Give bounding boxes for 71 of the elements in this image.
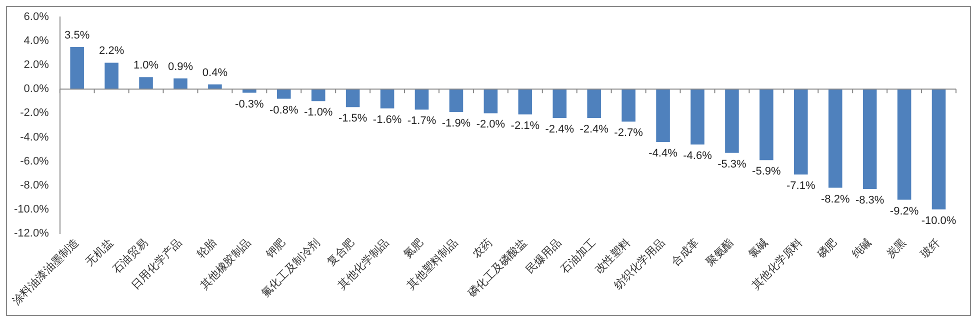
x-tick-label: 磷肥 <box>814 236 840 262</box>
y-tick-label: 2.0% <box>24 59 50 72</box>
bar <box>862 89 877 189</box>
data-label: 0.9% <box>168 60 194 73</box>
data-label: 1.0% <box>133 60 159 72</box>
x-tick-label: 钾肥 <box>262 236 288 262</box>
bar <box>242 89 256 93</box>
x-tick-label: 轮胎 <box>194 236 220 261</box>
bar <box>760 89 774 160</box>
bar <box>828 89 842 188</box>
data-label: -1.9% <box>442 118 471 130</box>
bar <box>449 89 464 112</box>
data-label: -0.3% <box>235 98 264 110</box>
data-label: -2.7% <box>614 127 644 140</box>
y-tick-label: -10.0% <box>14 203 50 216</box>
data-label: 2.2% <box>99 45 124 58</box>
bar <box>276 89 291 99</box>
y-tick-label: -4.0% <box>20 131 50 144</box>
bar <box>174 78 188 90</box>
data-label: -9.2% <box>890 205 919 218</box>
bar <box>552 89 567 118</box>
data-label: -1.6% <box>372 114 402 126</box>
x-tick-label: 玻纤 <box>918 236 943 261</box>
data-label: -8.3% <box>855 194 884 206</box>
data-label: -4.4% <box>648 148 678 160</box>
y-tick-label: 6.0% <box>24 11 50 24</box>
data-label: -1.5% <box>338 112 368 125</box>
bar <box>311 89 326 102</box>
bar <box>104 62 118 90</box>
data-label: -1.7% <box>407 115 436 128</box>
x-tick-label: 农药 <box>470 236 495 261</box>
data-label: 3.5% <box>64 30 90 42</box>
x-tick-label: 合成革 <box>669 236 702 269</box>
bar <box>897 89 912 200</box>
data-label: 0.4% <box>202 66 228 79</box>
bar <box>70 47 84 90</box>
data-label: -4.6% <box>683 150 712 162</box>
bar <box>932 89 946 210</box>
bar <box>622 89 636 122</box>
x-tick-label: 聚氨酯 <box>704 236 736 269</box>
bar <box>656 89 670 142</box>
y-tick-label: -2.0% <box>20 107 50 120</box>
y-tick-label: -8.0% <box>20 179 50 192</box>
data-label: -10.0% <box>921 214 956 227</box>
bar <box>139 77 153 90</box>
y-tick-label: 0.0% <box>24 83 50 96</box>
data-label: -5.3% <box>718 158 747 170</box>
bar <box>690 89 704 144</box>
y-tick-label: -6.0% <box>20 155 50 168</box>
bar <box>518 89 532 114</box>
bar <box>346 89 360 108</box>
bar <box>725 89 739 153</box>
bar <box>484 89 498 114</box>
data-label: -1.0% <box>304 106 333 119</box>
data-label: -0.8% <box>270 104 298 116</box>
x-tick-label: 纯碱 <box>849 236 874 261</box>
x-tick-label: 氮肥 <box>401 236 426 261</box>
y-tick-label: 4.0% <box>24 35 50 48</box>
data-label: -2.4% <box>545 124 574 136</box>
x-tick-label: 氯碱 <box>746 236 771 261</box>
bar <box>380 89 394 108</box>
data-label: -2.4% <box>580 124 609 136</box>
bar <box>587 89 601 118</box>
bar <box>414 89 429 110</box>
data-label: -2.1% <box>510 120 540 132</box>
data-label: -8.2% <box>820 193 850 206</box>
data-label: -5.9% <box>752 166 782 178</box>
data-label: -7.1% <box>786 180 816 192</box>
bar <box>794 89 808 175</box>
x-tick-label: 炭黑 <box>884 236 908 261</box>
data-label: -2.0% <box>476 118 506 131</box>
